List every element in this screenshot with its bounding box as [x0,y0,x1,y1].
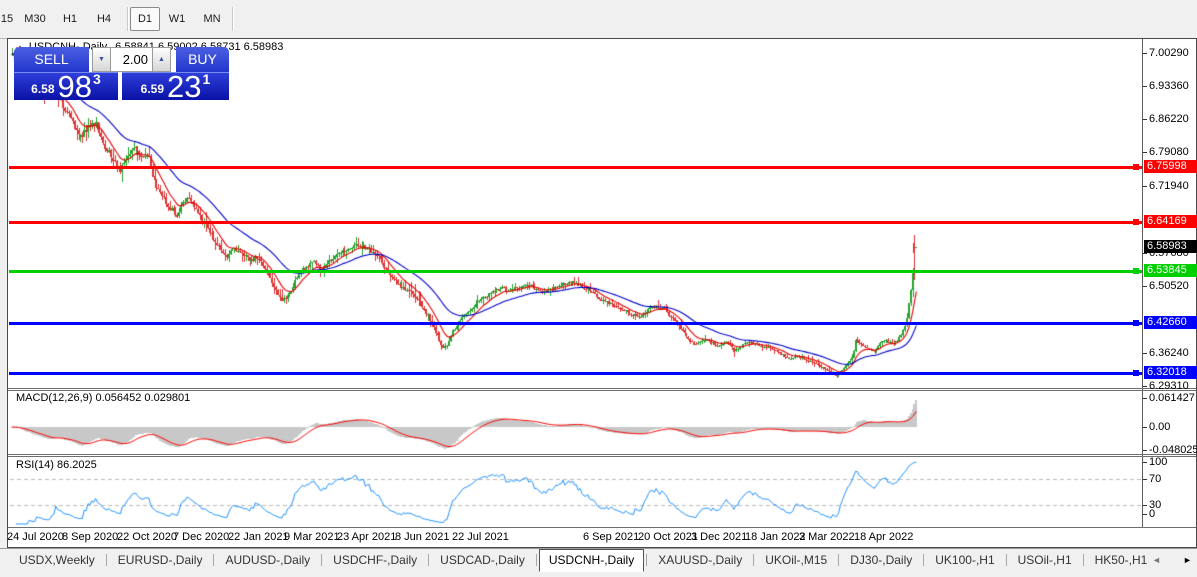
tab-uk100-h1[interactable]: UK100-,H1 [935,553,995,567]
buy-price-small: 6.59 [140,82,165,96]
tab-separator [105,554,107,566]
date-axis-label: 22 Oct 2020 [117,531,177,543]
one-click-trading-panel: SELL ▼ ▲ BUY 6.58 98 3 6.59 23 1 [14,47,229,104]
rsi-axis-label: 30 [1143,499,1161,512]
price-level-badge: 6.75998 [1144,160,1197,173]
buy-price-big: 23 [167,69,202,104]
tab-separator [923,554,925,566]
subwindow-separator [8,454,1196,455]
sell-price-big: 98 [57,69,93,104]
horizontal-level-line[interactable] [9,270,1142,273]
price-axis-label: 7.00290 [1143,47,1189,60]
volume-decrease-button[interactable]: ▼ [92,47,111,72]
tab-usdchf-daily[interactable]: USDCHF-,Daily [333,553,418,567]
price-level-badge: 6.53845 [1144,264,1197,277]
price-level-badge: 6.32018 [1144,366,1197,379]
horizontal-level-line[interactable] [9,221,1142,224]
buy-button[interactable]: BUY [176,47,229,72]
tab-usdx-weekly[interactable]: USDX,Weekly [19,553,95,567]
date-axis-label: 8 Sep 2020 [62,531,119,543]
tab-ukoil-m15[interactable]: UKOil-,M15 [765,553,828,567]
tab-usdcad-daily[interactable]: USDCAD-,Daily [440,553,525,567]
rsi-indicator-label: RSI(14) 86.2025 [16,459,97,471]
date-axis-label: 9 Mar 2021 [284,531,340,543]
horizontal-level-line[interactable] [9,322,1142,325]
tab-usoil-h1[interactable]: USOil-,H1 [1017,553,1072,567]
price-axis-label: 6.71940 [1143,180,1189,193]
tab-separator [321,554,323,566]
tab-separator [213,554,215,566]
tab-separator [646,554,648,566]
sell-price-small: 6.58 [31,82,55,96]
tab-audusd-daily[interactable]: AUDUSD-,Daily [225,553,311,567]
subwindow-separator [8,390,1196,391]
indicator-bottom-border [8,527,1196,528]
chevron-down-icon: ▼ [98,56,105,63]
level-line-end-marker [1133,219,1139,225]
price-axis-label: 6.50520 [1143,280,1189,293]
buy-price-button[interactable]: 6.59 23 1 [122,69,229,104]
buy-price-pip: 1 [202,71,211,87]
subwindow-separator [8,456,1196,457]
price-axis-label: 6.29310 [1143,380,1189,393]
price-axis-label: 6.86220 [1143,113,1189,126]
tab-usdcnh-daily[interactable]: USDCNH-,Daily [538,549,645,572]
subwindow-separator [8,388,1196,389]
macd-axis-label: -0.048025 [1143,444,1197,457]
tab-xauusd-daily[interactable]: XAUUSD-,Daily [658,553,743,567]
level-line-end-marker [1133,164,1139,170]
tab-separator [1005,554,1007,566]
tabs-scroll-left-icon[interactable]: ◄ [1152,555,1161,565]
date-axis-label: 6 Sep 2021 [583,531,640,543]
tab-separator [428,554,430,566]
volume-input[interactable] [111,47,152,72]
date-axis-label: 7 Dec 2020 [173,531,230,543]
tab-dj30-daily[interactable]: DJ30-,Daily [850,553,913,567]
tab-separator [1082,554,1084,566]
level-line-end-marker [1133,268,1139,274]
chart-tabs: USDX,Weekly EURUSD-,Daily AUDUSD-,Daily USD… [10,549,1156,572]
macd-axis-label: 0.061427 [1143,392,1195,405]
tab-separator [535,554,537,566]
volume-increase-button[interactable]: ▲ [152,47,171,72]
price-level-badge: 6.42660 [1144,316,1197,329]
rsi-axis-label: 100 [1143,456,1167,469]
horizontal-level-line[interactable] [9,372,1142,375]
price-axis-divider [1142,39,1143,528]
date-axis-label: 23 Apr 2021 [337,531,397,543]
macd-axis-label: 0.00 [1143,421,1170,434]
chart-tab-bar: USDX,Weekly EURUSD-,Daily AUDUSD-,Daily USD… [0,548,1197,577]
tab-separator [753,554,755,566]
date-axis-label: 3 Dec 2021 [691,531,748,543]
level-line-end-marker [1133,320,1139,326]
rsi-axis-label: 0 [1143,508,1155,521]
tab-separator [838,554,840,566]
rsi-axis-label: 70 [1143,473,1161,486]
price-axis-label: 6.79080 [1143,146,1189,159]
date-axis-label: 8 Jun 2021 [395,531,450,543]
sell-price-button[interactable]: 6.58 98 3 [14,69,118,104]
date-axis-label: 3 Mar 2022 [799,531,855,543]
tab-eurusd-daily[interactable]: EURUSD-,Daily [117,553,203,567]
sell-price-pip: 3 [93,71,101,87]
price-level-badge: 6.64169 [1144,215,1197,228]
price-axis-label: 6.36240 [1143,347,1189,360]
date-axis-label: 20 Oct 2021 [638,531,698,543]
date-axis-label: 18 Apr 2022 [854,531,914,543]
tab-hk50-h1[interactable]: HK50-,H1 [1094,553,1148,567]
date-axis-label: 18 Jan 2022 [745,531,806,543]
chevron-up-icon: ▲ [158,56,165,63]
date-axis-label: 24 Jul 2020 [7,531,64,543]
tabs-scroll-right-icon[interactable]: ► [1183,555,1192,565]
date-axis-label: 22 Jul 2021 [452,531,509,543]
current-price-badge: 6.58983 [1144,240,1197,253]
horizontal-level-line[interactable] [9,166,1142,169]
price-axis-label: 6.93360 [1143,80,1189,93]
level-line-end-marker [1133,370,1139,376]
date-axis-label: 22 Jan 2021 [228,531,289,543]
macd-indicator-label: MACD(12,26,9) 0.056452 0.029801 [16,392,191,404]
sell-button[interactable]: SELL [14,47,89,72]
